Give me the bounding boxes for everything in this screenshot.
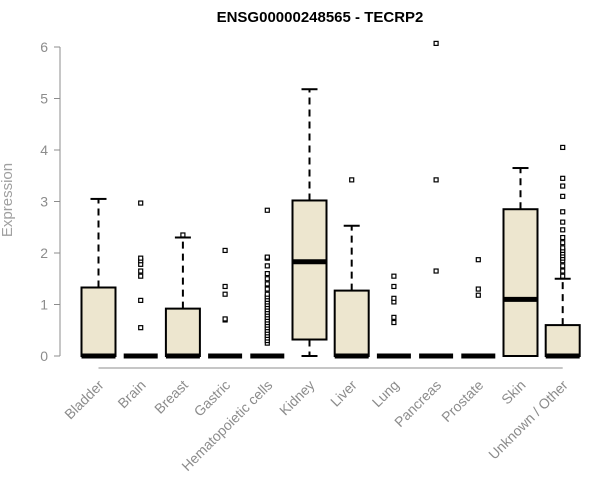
outlier-point bbox=[138, 255, 144, 261]
box-iqr bbox=[544, 324, 581, 358]
outlier-point bbox=[560, 219, 566, 225]
outlier-point bbox=[560, 144, 566, 151]
box-iqr bbox=[291, 199, 328, 341]
y-tick-label: 5 bbox=[40, 91, 48, 107]
box-iqr bbox=[333, 289, 370, 357]
outlier-point bbox=[391, 273, 397, 279]
outlier-point bbox=[560, 273, 566, 279]
outlier-point bbox=[560, 234, 566, 241]
outlier-point bbox=[560, 183, 566, 189]
box-2 bbox=[164, 232, 201, 359]
box-8 bbox=[419, 40, 454, 359]
y-tick-label: 1 bbox=[40, 297, 48, 313]
outlier-point bbox=[560, 263, 566, 269]
y-axis-label: Expression bbox=[0, 163, 16, 237]
box-0 bbox=[80, 197, 117, 359]
x-tick-label: Bladder bbox=[61, 377, 107, 423]
y-tick-label: 0 bbox=[40, 348, 48, 364]
outlier-point bbox=[138, 200, 144, 206]
outlier-point bbox=[264, 276, 270, 282]
y-tick-label: 3 bbox=[40, 194, 48, 210]
x-tick-label: Lung bbox=[369, 377, 402, 410]
outlier-point bbox=[264, 263, 270, 269]
box-iqr bbox=[164, 307, 201, 357]
chart-title: ENSG00000248565 - TECRP2 bbox=[217, 9, 424, 26]
outlier-point bbox=[475, 286, 481, 292]
outlier-point bbox=[560, 227, 566, 233]
outlier-point bbox=[138, 297, 144, 303]
outlier-point bbox=[222, 283, 228, 290]
y-tick-label: 6 bbox=[40, 39, 48, 55]
x-tick-label: Pancreas bbox=[391, 377, 444, 430]
box-11 bbox=[544, 144, 581, 359]
x-tick-label: Prostate bbox=[438, 377, 486, 425]
outlier-point bbox=[391, 314, 397, 320]
outlier-point bbox=[138, 325, 144, 331]
outlier-point bbox=[264, 281, 270, 287]
outlier-point bbox=[138, 268, 144, 274]
outlier-point bbox=[264, 291, 270, 297]
outlier-point bbox=[264, 207, 270, 213]
box-9 bbox=[461, 257, 496, 359]
outlier-point bbox=[475, 257, 481, 263]
box-1 bbox=[123, 200, 158, 359]
outlier-point bbox=[222, 316, 228, 322]
y-tick-label: 2 bbox=[40, 245, 48, 261]
outlier-point bbox=[222, 291, 228, 297]
axes: 0 1 2 3 4 5 6 bbox=[40, 39, 563, 369]
outlier-point bbox=[138, 273, 144, 279]
outlier-point bbox=[560, 268, 566, 274]
box-4 bbox=[250, 207, 285, 359]
box-6 bbox=[333, 177, 370, 359]
x-tick-label: Liver bbox=[327, 377, 360, 410]
outlier-point bbox=[560, 209, 566, 215]
box-7 bbox=[376, 273, 411, 359]
y-tick-label: 4 bbox=[40, 142, 48, 158]
x-tick-label: Brain bbox=[114, 377, 148, 411]
box-5 bbox=[291, 88, 328, 357]
outlier-point bbox=[560, 245, 566, 251]
outlier-point bbox=[180, 232, 186, 238]
outlier-point bbox=[475, 292, 481, 298]
x-tick-label: Skin bbox=[498, 377, 529, 408]
box-iqr bbox=[502, 208, 539, 357]
x-tick-label: Kidney bbox=[276, 377, 318, 419]
outlier-point bbox=[264, 271, 270, 277]
outlier-point bbox=[391, 319, 397, 326]
outlier-point bbox=[560, 193, 566, 199]
outlier-point bbox=[264, 286, 270, 292]
outlier-point bbox=[433, 268, 439, 274]
x-tick-label: Breast bbox=[151, 377, 191, 417]
x-tick-label: Unknown / Other bbox=[485, 377, 571, 463]
outlier-point bbox=[433, 177, 439, 183]
outlier-point bbox=[560, 175, 566, 181]
outlier-point bbox=[222, 247, 228, 254]
outlier-point bbox=[391, 295, 397, 301]
boxes bbox=[80, 40, 581, 359]
outlier-point bbox=[264, 254, 270, 260]
outlier-point bbox=[391, 283, 397, 290]
box-3 bbox=[208, 247, 243, 359]
outlier-point bbox=[349, 177, 355, 183]
box-iqr bbox=[80, 286, 117, 358]
outlier-point bbox=[433, 40, 439, 46]
box-10 bbox=[502, 167, 539, 357]
outlier-point bbox=[560, 240, 566, 246]
